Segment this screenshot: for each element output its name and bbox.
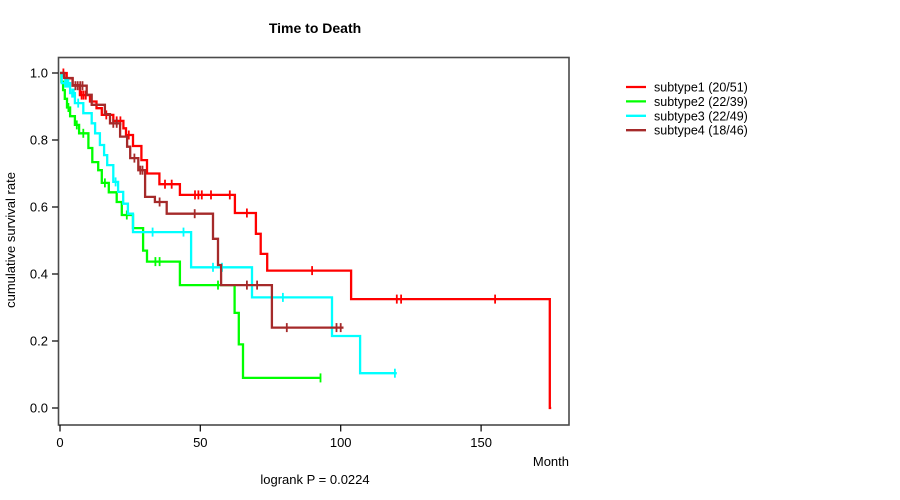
y-tick-label: 0.6 — [30, 200, 48, 215]
x-tick-label: 50 — [193, 435, 207, 450]
y-tick-label: 0.0 — [30, 401, 48, 416]
survival-curve — [60, 71, 322, 380]
legend: subtype1 (20/51)subtype2 (22/39)subtype3… — [626, 81, 748, 138]
survival-curve — [60, 71, 552, 410]
legend-item-label: subtype1 (20/51) — [654, 81, 748, 95]
survival-curves — [60, 68, 552, 410]
y-axis-label: cumulative survival rate — [3, 172, 18, 308]
logrank-annotation: logrank P = 0.0224 — [260, 472, 369, 487]
y-tick-label: 0.4 — [30, 267, 48, 282]
survival-curve — [60, 71, 397, 375]
y-tick-label: 0.2 — [30, 334, 48, 349]
plot-box — [57, 56, 570, 426]
x-tick-label: 100 — [330, 435, 352, 450]
x-tick-label: 150 — [470, 435, 492, 450]
legend-item-label: subtype3 (22/49) — [654, 109, 748, 123]
survival-curve — [60, 71, 344, 329]
y-tick-label: 0.8 — [30, 133, 48, 148]
legend-item-label: subtype2 (22/39) — [654, 95, 748, 109]
axis-ticks: 0 50 100 150 0.0 0.2 0.4 0.6 0.8 1.0 — [30, 66, 492, 451]
chart-title: Time to Death — [269, 20, 361, 36]
y-tick-label: 1.0 — [30, 66, 48, 81]
legend-item-label: subtype4 (18/46) — [654, 124, 748, 138]
x-axis-label: Month — [533, 454, 569, 469]
x-tick-label: 0 — [56, 435, 63, 450]
